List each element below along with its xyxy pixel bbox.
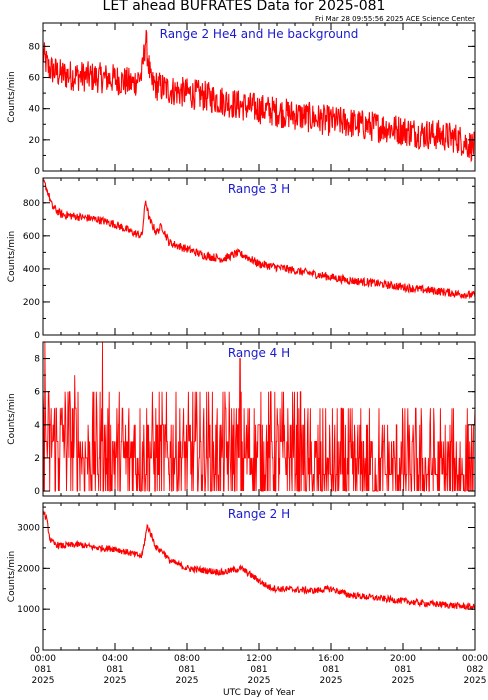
y-tick-label: 0 [34, 646, 40, 656]
panel-frame [42, 502, 476, 651]
y-axis-label: Counts/min [7, 71, 17, 122]
x-tick-year: 2025 [248, 676, 271, 686]
series-line-3 [43, 342, 475, 492]
y-tick-label: 600 [23, 232, 40, 242]
x-tick-time: 04:00 [102, 654, 128, 664]
panel-frame [42, 22, 476, 172]
x-tick-time: 00:00 [462, 654, 488, 664]
timestamp: Fri Mar 28 09:55:56 2025 ACE Science Cen… [315, 15, 475, 23]
x-tick-year: 2025 [464, 676, 487, 686]
y-tick-label: 400 [23, 265, 40, 275]
panel-title: Range 2 H [228, 507, 290, 521]
x-tick-year: 2025 [32, 676, 55, 686]
y-tick-label: 1000 [17, 605, 40, 615]
x-tick-doy: 081 [250, 665, 267, 675]
chart-panel-4: 0 1000 2000 3000 Range 2 H Counts/min [7, 502, 476, 656]
y-tick-label: 800 [23, 199, 40, 209]
y-tick-label: 8 [34, 355, 40, 365]
x-tick-year: 2025 [320, 676, 343, 686]
panel-frame [42, 177, 476, 336]
y-axis-label: Counts/min [7, 393, 17, 444]
x-tick-doy: 081 [394, 665, 411, 675]
x-tick-time: 08:00 [174, 654, 200, 664]
y-tick-label: 80 [29, 42, 41, 52]
series-line-1 [43, 29, 475, 163]
x-tick-doy: 082 [466, 665, 483, 675]
y-tick-label: 0 [34, 487, 40, 497]
y-tick-label: 6 [34, 388, 40, 398]
x-tick-time: 20:00 [390, 654, 416, 664]
figure-title: LET ahead BUFRATES Data for 2025-081 [103, 0, 386, 14]
y-axis-label: Counts/min [7, 231, 17, 282]
x-tick-year: 2025 [104, 676, 127, 686]
x-tick-time: 16:00 [318, 654, 344, 664]
y-tick-label: 4 [34, 421, 40, 431]
y-tick-label: 20 [29, 136, 41, 146]
x-tick-doy: 081 [106, 665, 123, 675]
series-line-4 [43, 510, 475, 611]
panel-title: Range 3 H [228, 182, 290, 196]
y-tick-label: 0 [34, 167, 40, 177]
y-tick-label: 2000 [17, 564, 40, 574]
x-tick-doy: 081 [322, 665, 339, 675]
y-tick-label: 40 [29, 105, 41, 115]
x-tick-time: 12:00 [246, 654, 272, 664]
chart-panel-2: 0 200 400 600 800 Range 3 H Counts/min [7, 177, 476, 341]
series-line-2 [43, 178, 475, 300]
y-tick-label: 3000 [17, 524, 40, 534]
x-tick-doy: 081 [34, 665, 51, 675]
chart-panel-3: 0 2 4 6 8 Range 4 H Counts/min [7, 341, 476, 497]
x-tick-time: 00:00 [30, 654, 56, 664]
chart-panel-1: 0 20 40 60 80 Range 2 He4 and He background Co… [7, 22, 476, 177]
x-tick-year: 2025 [392, 676, 415, 686]
time-axis: 00:00081202504:00081202508:00081202512:0… [30, 654, 488, 686]
panel-title: Range 2 He4 and He background [160, 27, 359, 41]
x-tick-year: 2025 [176, 676, 199, 686]
panel-title: Range 4 H [228, 346, 290, 360]
x-tick-doy: 081 [178, 665, 195, 675]
y-tick-label: 0 [34, 331, 40, 341]
y-tick-label: 2 [34, 454, 40, 464]
y-tick-label: 200 [23, 298, 40, 308]
y-tick-label: 60 [29, 74, 41, 84]
y-axis-label: Counts/min [7, 551, 17, 602]
x-axis-label: UTC Day of Year [223, 688, 295, 698]
